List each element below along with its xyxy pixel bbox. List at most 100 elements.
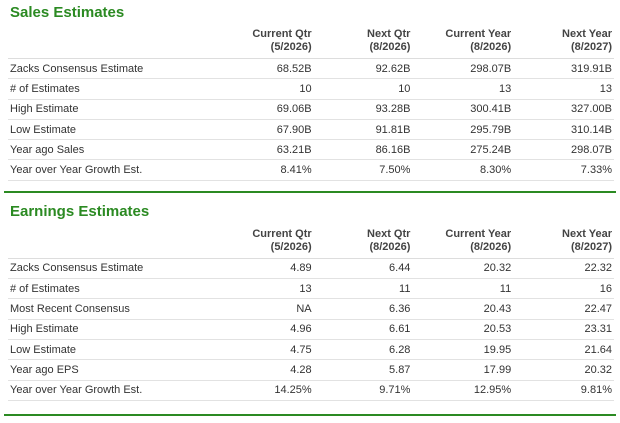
cell-value: 91.81B	[313, 119, 413, 141]
table-row: Year ago EPS 4.28 5.87 17.99 20.32	[8, 359, 614, 381]
row-label: Zacks Consensus Estimate	[8, 58, 215, 80]
cell-value: 17.99	[412, 359, 514, 381]
cell-value: 13	[513, 78, 614, 100]
row-label: Low Estimate	[8, 119, 215, 141]
cell-value: 4.28	[214, 359, 314, 381]
cell-value: 6.61	[313, 319, 413, 340]
row-label: # of Estimates	[8, 78, 215, 100]
cell-value: 7.50%	[313, 159, 413, 181]
cell-value: 4.89	[214, 258, 314, 280]
column-name: Current Qtr	[252, 227, 312, 240]
cell-value: 20.32	[513, 359, 614, 381]
column-date: (8/2027)	[571, 41, 612, 53]
column-date: (8/2026)	[470, 41, 512, 53]
cell-value: 10	[214, 78, 314, 100]
cell-value: 11	[412, 278, 514, 300]
table-row: Year over Year Growth Est. 14.25% 9.71% 12.…	[8, 380, 614, 401]
column-name: Current Year	[445, 28, 512, 40]
section-title: Sales Estimates	[10, 4, 125, 21]
cell-value: 14.25%	[214, 380, 314, 401]
row-label: Zacks Consensus Estimate	[8, 258, 215, 280]
row-label: Most Recent Consensus	[8, 298, 215, 320]
cell-value: 69.06B	[214, 99, 314, 120]
cell-value: 298.07B	[412, 58, 514, 80]
cell-value: 6.28	[313, 339, 413, 361]
cell-value: 11	[313, 278, 413, 300]
cell-value: 6.44	[313, 258, 413, 280]
row-label: High Estimate	[8, 99, 215, 120]
cell-value: 13	[214, 278, 314, 300]
section-title: Earnings Estimates	[10, 202, 150, 220]
cell-value: 67.90B	[214, 119, 314, 141]
column-name: Next Year	[562, 28, 612, 40]
cell-value: 12.95%	[412, 380, 514, 401]
cell-value: 310.14B	[513, 119, 614, 141]
cell-value: 13	[412, 78, 514, 100]
section-divider	[4, 190, 616, 193]
column-name: Current Year	[445, 227, 512, 240]
column-name: Next Year	[562, 227, 612, 240]
row-label: High Estimate	[8, 319, 215, 340]
column-header: Next Qtr (8/2026)	[313, 24, 413, 59]
column-header: Current Qtr (5/2026)	[214, 222, 314, 259]
cell-value: 86.16B	[313, 139, 413, 161]
column-header: Current Year (8/2026)	[412, 222, 514, 259]
column-name: Next Qtr	[367, 227, 411, 240]
cell-value: 22.47	[513, 298, 614, 320]
cell-value: 9.81%	[513, 380, 614, 401]
table-row: Zacks Consensus Estimate 4.89 6.44 20.32 22.…	[8, 258, 614, 280]
row-label: Year ago EPS	[8, 359, 215, 381]
table-row: High Estimate 4.96 6.61 20.53 23.31	[8, 319, 614, 340]
column-date: (8/2026)	[470, 240, 512, 253]
row-label: Year ago Sales	[8, 139, 215, 161]
table-row: Low Estimate 4.75 6.28 19.95 21.64	[8, 339, 614, 361]
sales-estimates-table: Current Qtr (5/2026) Next Qtr (8/2026) Curre…	[8, 24, 614, 181]
cell-value: 20.32	[412, 258, 514, 280]
cell-value: 19.95	[412, 339, 514, 361]
table-row: Zacks Consensus Estimate 68.52B 92.62B 298.…	[8, 58, 614, 80]
cell-value: 68.52B	[214, 58, 314, 80]
cell-value: 327.00B	[513, 99, 614, 120]
earnings-estimates-table: Current Qtr (5/2026) Next Qtr (8/2026) Curre…	[8, 222, 614, 401]
cell-value: 22.32	[513, 258, 614, 280]
column-header: Next Year (8/2027)	[513, 24, 614, 59]
cell-value: 8.41%	[214, 159, 314, 181]
cell-value: 298.07B	[513, 139, 614, 161]
cell-value: 23.31	[513, 319, 614, 340]
cell-value: 20.53	[412, 319, 514, 340]
column-date: (5/2026)	[270, 41, 312, 53]
section-divider	[4, 413, 616, 416]
row-label: Low Estimate	[8, 339, 215, 361]
cell-value: NA	[214, 298, 314, 320]
cell-value: 5.87	[313, 359, 413, 381]
table-row: Year over Year Growth Est. 8.41% 7.50% 8.30…	[8, 159, 614, 181]
column-date: (8/2026)	[369, 240, 411, 253]
sales-estimates-section: Sales Estimates Current Qtr (5/2026) Next …	[0, 0, 620, 181]
cell-value: 9.71%	[313, 380, 413, 401]
column-date: (8/2027)	[571, 240, 612, 253]
header-label-column	[8, 222, 215, 259]
column-header: Current Qtr (5/2026)	[214, 24, 314, 59]
table-row: Year ago Sales 63.21B 86.16B 275.24B 298.07B	[8, 139, 614, 161]
row-label: Year over Year Growth Est.	[8, 159, 215, 181]
cell-value: 4.96	[214, 319, 314, 340]
cell-value: 63.21B	[214, 139, 314, 161]
cell-value: 300.41B	[412, 99, 514, 120]
column-header: Next Year (8/2027)	[513, 222, 614, 259]
cell-value: 92.62B	[313, 58, 413, 80]
table-row: # of Estimates 10 10 13 13	[8, 78, 614, 100]
cell-value: 7.33%	[513, 159, 614, 181]
cell-value: 16	[513, 278, 614, 300]
row-label: # of Estimates	[8, 278, 215, 300]
table-row: Low Estimate 67.90B 91.81B 295.79B 310.14B	[8, 119, 614, 141]
cell-value: 4.75	[214, 339, 314, 361]
cell-value: 319.91B	[513, 58, 614, 80]
column-date: (8/2026)	[369, 41, 411, 53]
table-row: # of Estimates 13 11 11 16	[8, 278, 614, 300]
column-header: Next Qtr (8/2026)	[313, 222, 413, 259]
cell-value: 20.43	[412, 298, 514, 320]
cell-value: 295.79B	[412, 119, 514, 141]
cell-value: 10	[313, 78, 413, 100]
cell-value: 6.36	[313, 298, 413, 320]
cell-value: 8.30%	[412, 159, 514, 181]
